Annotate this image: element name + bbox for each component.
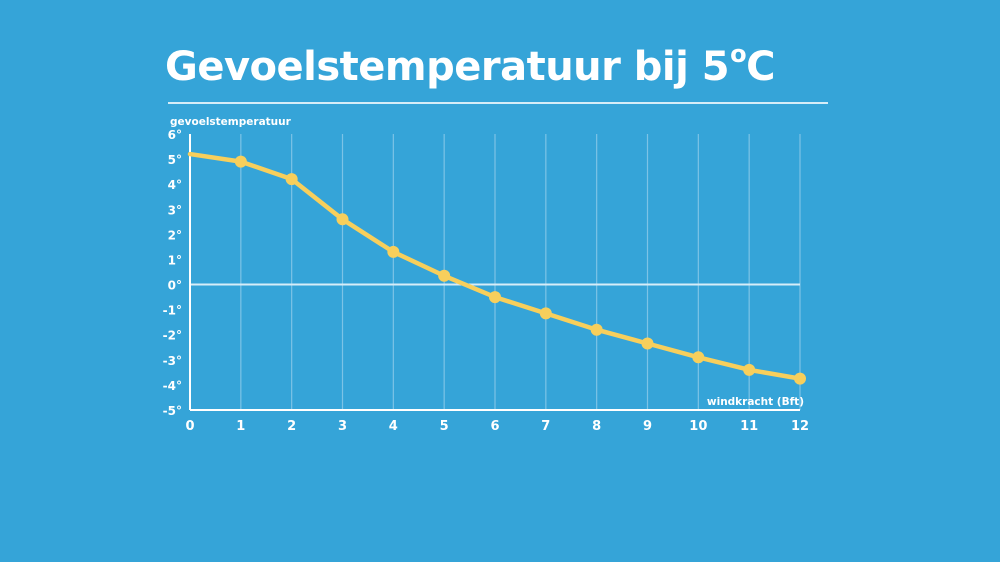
x-tick-label: 8 [592, 419, 601, 434]
data-point [387, 245, 400, 258]
data-point [539, 307, 552, 320]
x-tick-label: 7 [541, 419, 550, 434]
x-tick-label: 2 [287, 419, 296, 434]
y-tick-label: 6° [168, 128, 182, 142]
data-point [234, 155, 247, 168]
title-unit: C [746, 44, 775, 90]
data-point [336, 213, 349, 226]
x-tick-label: 5 [440, 419, 449, 434]
data-point [692, 351, 705, 364]
y-tick-label: 4° [168, 178, 182, 192]
title-text: Gevoelstemperatuur bij 5 [165, 44, 730, 90]
data-point [743, 363, 756, 376]
data-point [489, 291, 501, 304]
x-tick-label: 11 [740, 419, 758, 434]
data-point [285, 173, 298, 186]
y-tick-label: 3° [168, 203, 182, 217]
y-tick-label: 1° [168, 253, 182, 267]
x-tick-label: 0 [185, 419, 194, 434]
x-tick-label: 1 [236, 419, 245, 434]
y-tick-label: -1° [163, 304, 182, 318]
data-point [590, 323, 603, 336]
y-tick-label: 2° [168, 228, 182, 242]
title-degree-mark: o [730, 40, 747, 68]
y-tick-label: 5° [168, 153, 182, 167]
page-title: Gevoelstemperatuur bij 5oC [165, 40, 775, 90]
data-point [438, 269, 451, 282]
y-tick-label: -5° [163, 404, 182, 418]
title-divider [168, 102, 828, 104]
data-point [794, 372, 806, 385]
y-axis-title: gevoelstemperatuur [170, 116, 292, 128]
y-tick-label: -4° [163, 379, 182, 393]
x-tick-label: 12 [791, 419, 809, 434]
y-tick-label: -3° [163, 354, 182, 368]
x-tick-label: 10 [689, 419, 707, 434]
x-axis-title: windkracht (Bft) [707, 396, 804, 408]
y-tick-label: -2° [163, 329, 182, 343]
x-tick-label: 3 [338, 419, 347, 434]
y-tick-label: 0° [168, 279, 182, 293]
x-tick-label: 6 [490, 419, 499, 434]
data-point [641, 337, 654, 350]
x-tick-label: 4 [389, 419, 398, 434]
x-tick-label: 9 [643, 419, 652, 434]
